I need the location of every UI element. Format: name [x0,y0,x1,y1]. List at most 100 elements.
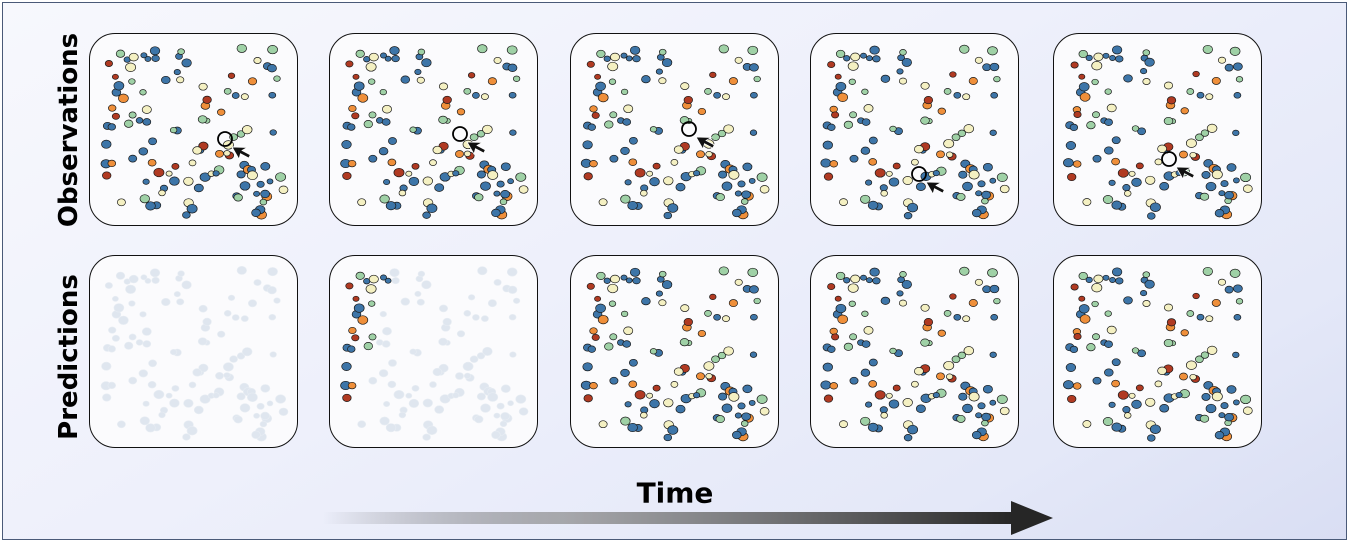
predicted-particle [355,271,365,280]
faded-particle [128,274,139,284]
predicted-particle [1079,314,1091,324]
predicted-particle [868,380,878,388]
faded-particle [426,425,438,436]
particle [389,46,400,56]
particle [223,87,232,95]
particle [849,111,858,119]
predicted-particle [1135,384,1144,392]
predicted-particle [721,403,733,413]
particle [275,172,287,182]
predicted-particle [649,399,660,409]
predicted-particle [989,399,997,406]
predicted-particle [1085,276,1093,284]
faded-particle [507,285,518,294]
predicted-particle [380,274,387,281]
particle [1185,138,1197,148]
particle [868,158,878,166]
particle [1102,195,1114,204]
particle [628,136,638,145]
faded-particle [456,330,466,338]
predicted-particle [1185,360,1197,370]
particle [759,185,770,194]
predicted-particle [740,420,749,427]
predicted-particle [1202,266,1213,276]
predicted-particle [351,334,360,342]
particle [737,180,746,188]
predicted-particle [945,373,954,380]
particle [658,77,667,85]
particle [860,52,867,59]
particle [1202,44,1213,54]
particle [907,202,919,213]
faded-particle [389,268,400,277]
predicted-particle [959,266,970,276]
predicted-particle [1092,333,1100,341]
faded-particle [500,384,511,393]
particle [869,45,880,55]
particle [493,190,501,197]
faded-particle [368,376,378,385]
faded-particle [215,372,224,380]
predicted-particle [717,351,727,360]
particle [393,167,405,178]
predicted-particle [879,406,888,414]
particle [1123,74,1133,83]
predicted-particle [586,282,595,290]
faded-particle [518,407,529,416]
particle [408,176,420,186]
faded-particle [251,430,261,439]
particle [351,112,360,120]
predicted-particle [874,390,886,400]
faded-particle [491,430,501,439]
faded-particle [248,299,258,308]
particle [959,44,970,54]
particle [260,189,270,199]
particle [1233,62,1243,71]
particle [1104,146,1114,155]
particle [1235,76,1244,83]
particle [1122,184,1131,192]
particle [128,154,138,163]
predicted-particle [1154,380,1163,388]
particle [493,56,502,64]
predicted-particle [901,279,912,289]
particle [949,71,957,78]
particle [368,78,376,85]
particle [608,78,617,85]
particle [831,111,840,119]
faded-particle [378,369,389,378]
predicted-particle [1104,310,1112,317]
particle [829,160,839,168]
particle [236,170,246,179]
particle [233,193,243,202]
faded-particle [266,400,274,407]
faded-particle [500,412,510,421]
particle [1217,56,1227,64]
particle [499,198,508,206]
predicted-particle [587,345,596,353]
particle [865,179,873,186]
particle [421,58,432,68]
predicted-particle [1142,271,1151,278]
faded-particle [139,311,147,318]
predicted-particle [589,327,598,335]
predicted-particle [962,403,973,414]
predicted-particle [722,315,730,322]
particle [732,208,742,218]
particle [640,189,648,197]
faded-particle [357,420,367,428]
faded-particle [151,276,160,284]
particle [1085,54,1093,62]
particle [957,129,967,137]
particle [673,145,684,154]
particle [353,81,365,91]
particle [455,150,464,158]
particle [236,43,247,53]
predicted-particle [628,380,638,388]
faded-particle [379,416,390,426]
predicted-particle [603,277,611,284]
predicted-particle [835,303,847,314]
particle [625,55,633,62]
faded-particle [140,274,148,281]
predicted-particle [596,271,606,280]
